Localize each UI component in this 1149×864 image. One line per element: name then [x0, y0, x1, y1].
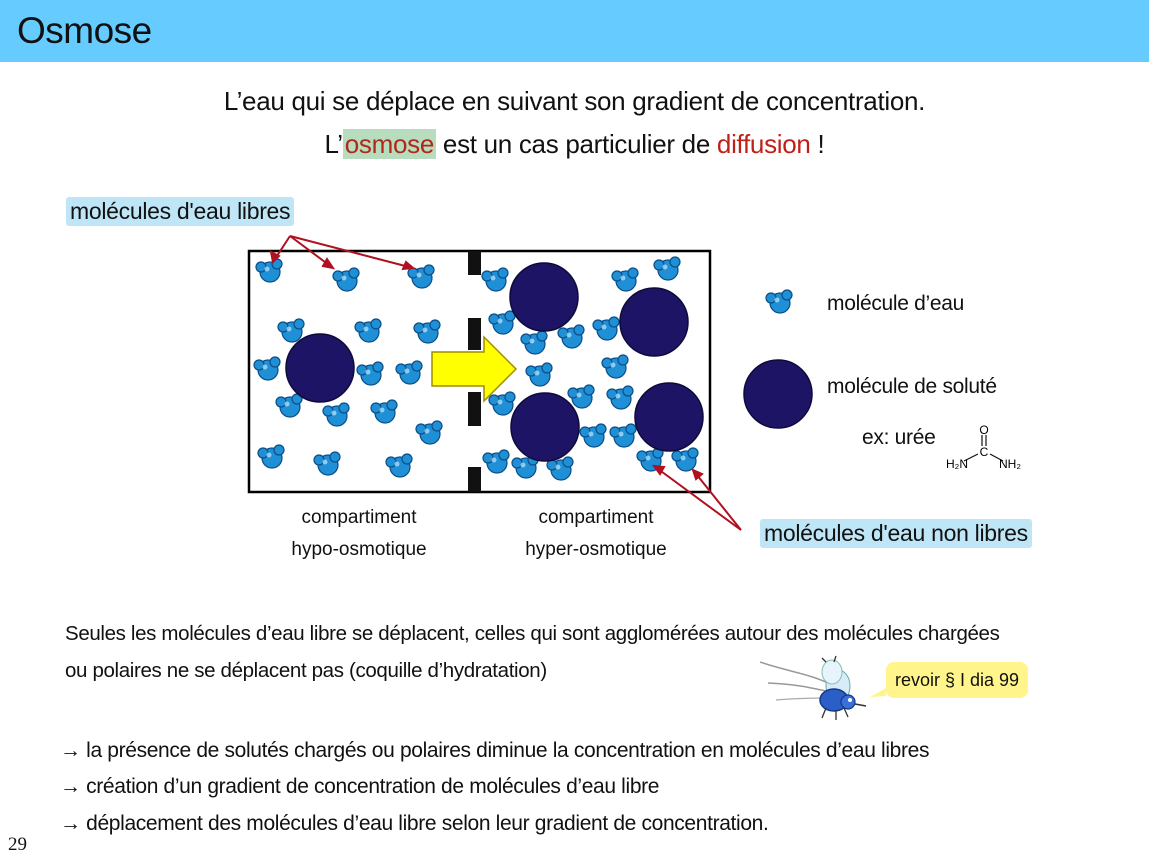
- caption-hypo-line2: hypo-osmotique: [291, 539, 427, 560]
- page-number: 29: [8, 834, 27, 855]
- caption-hyper: compartiment hyper-osmotique: [496, 502, 696, 566]
- paragraph-line-1: Seules les molécules d’eau libre se dépl…: [65, 622, 1000, 645]
- urea-h2n: H₂N: [946, 457, 968, 471]
- paragraph-line-2: ou polaires ne se déplacent pas (coquill…: [65, 659, 547, 682]
- pointer-arrows: [269, 235, 742, 531]
- urea-o: O: [979, 423, 988, 437]
- term-diffusion: diffusion: [716, 129, 811, 159]
- caption-hyper-line2: hyper-osmotique: [525, 539, 667, 560]
- title-bar: [0, 0, 1149, 62]
- bullet-3: → déplacement des molécules d’eau libre …: [60, 812, 769, 835]
- mosquito-mascot-icon: [759, 655, 867, 720]
- intro-line-2: L’osmose est un cas particulier de diffu…: [0, 129, 1149, 160]
- legend-solute-icon: [743, 359, 813, 429]
- intro-prefix: L’: [324, 129, 344, 159]
- intro-suffix: !: [810, 129, 825, 159]
- legend-example-label: ex: urée: [862, 426, 936, 449]
- label-free-water: molécules d'eau libres: [66, 197, 295, 226]
- legend-solute-label: molécule de soluté: [827, 375, 997, 398]
- intro-line-1: L’eau qui se déplace en suivant son grad…: [223, 86, 926, 116]
- urea-structure: [963, 435, 1004, 462]
- note-bubble-tail: [870, 688, 886, 697]
- caption-hypo-line1: compartiment: [301, 507, 417, 528]
- urea-nh2: NH₂: [999, 457, 1021, 471]
- legend-water-label: molécule d’eau: [827, 292, 965, 315]
- bullet-1: → la présence de solutés chargés ou pola…: [60, 739, 930, 762]
- legend-water-icon: [765, 289, 793, 314]
- page-title: Osmose: [17, 10, 152, 51]
- intro-middle: est un cas particulier de: [435, 129, 717, 159]
- caption-hypo: compartiment hypo-osmotique: [259, 502, 459, 566]
- bullet-2: → création d’un gradient de concentratio…: [60, 775, 660, 798]
- membrane: [468, 251, 481, 492]
- urea-c: C: [980, 445, 989, 459]
- label-bound-water: molécules d'eau non libres: [760, 519, 1032, 548]
- flow-arrow: [431, 335, 518, 403]
- solute-molecules: [285, 262, 704, 462]
- term-osmose: osmose: [342, 129, 436, 159]
- note-bubble: revoir § I dia 99: [886, 662, 1028, 698]
- caption-hyper-line1: compartiment: [538, 507, 654, 528]
